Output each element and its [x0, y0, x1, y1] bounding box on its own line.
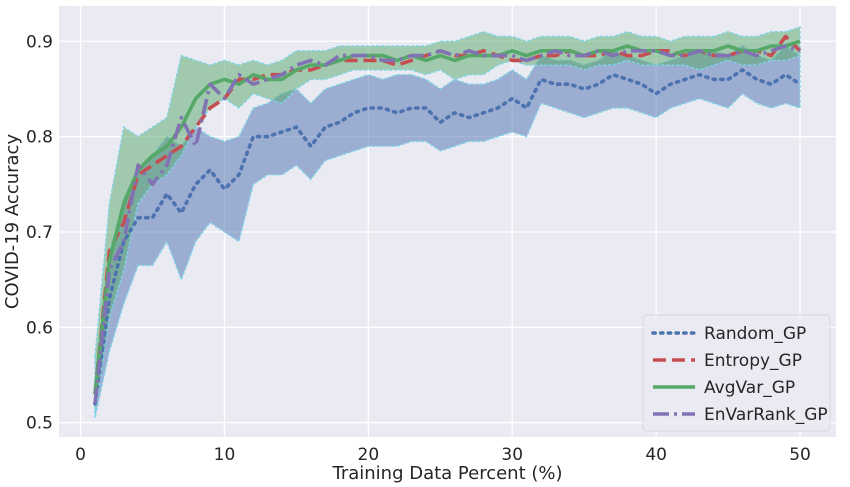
x-tick-label: 30	[501, 445, 523, 465]
y-axis-label: COVID-19 Accuracy	[2, 134, 23, 310]
x-tick-label: 0	[75, 445, 86, 465]
x-tick-label: 20	[358, 445, 380, 465]
series-lines	[93, 34, 802, 406]
y-tick-label: 0.6	[26, 318, 53, 338]
y-tick-label: 0.5	[26, 414, 53, 434]
legend-label: AvgVar_GP	[704, 378, 795, 398]
line-envarrank-gp	[93, 44, 801, 404]
y-tick-label: 0.8	[26, 128, 53, 148]
y-tick-label: 0.9	[26, 32, 53, 52]
legend-box	[642, 314, 831, 432]
line-avgvar-gp	[93, 39, 801, 395]
x-tick-label: 10	[214, 445, 236, 465]
legend-label: Entropy_GP	[704, 351, 802, 371]
x-tick-label: 40	[645, 445, 667, 465]
line-random-gp	[93, 68, 802, 406]
legend-label: EnVarRank_GP	[704, 405, 828, 425]
confidence-bands	[94, 26, 801, 419]
x-axis-label: Training Data Percent (%)	[331, 463, 562, 484]
y-tick-label: 0.7	[26, 223, 53, 243]
band-random-gp	[94, 45, 801, 419]
legend: Random_GP Entropy_GP AvgVar_GP EnVarRank_GP	[642, 314, 831, 432]
legend-label: Random_GP	[704, 324, 806, 344]
y-axis-ticks: 0.5 0.6 0.7 0.8 0.9	[26, 32, 53, 433]
x-tick-label: 50	[789, 445, 811, 465]
x-axis-ticks: 0 10 20 30 40 50	[75, 445, 811, 465]
